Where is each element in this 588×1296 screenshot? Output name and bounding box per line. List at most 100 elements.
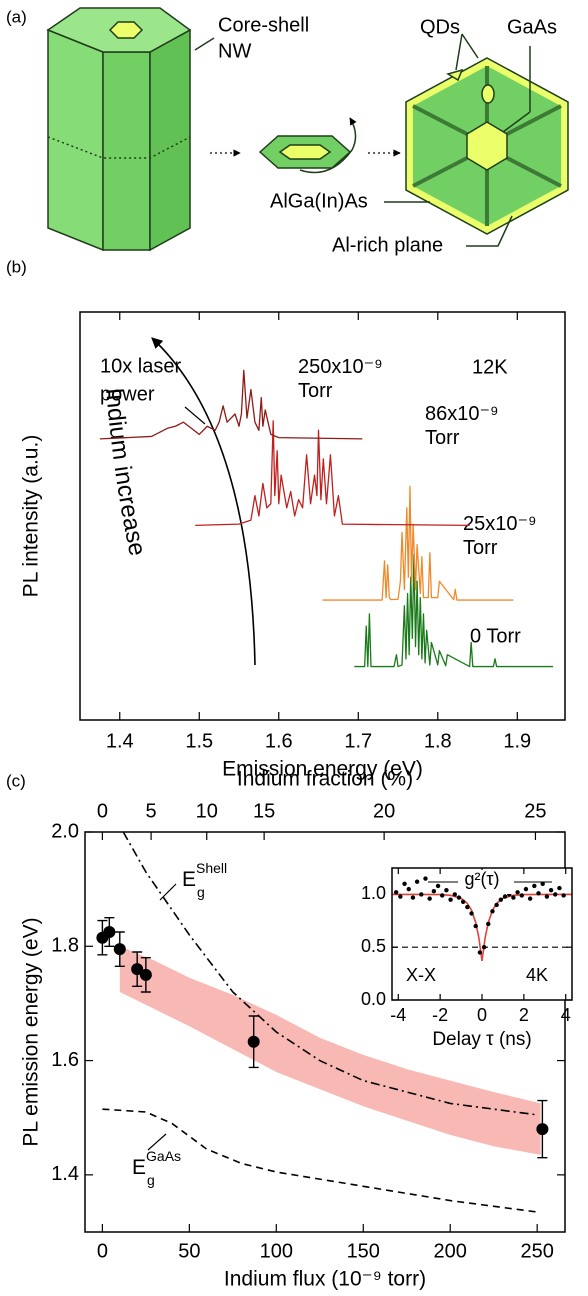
- series-label-line: 25x10⁻⁹: [463, 513, 542, 535]
- data-point: [523, 886, 529, 892]
- data-point: [553, 892, 558, 897]
- x-tick-label: 1.4: [106, 730, 134, 752]
- y-tick-label: 2.0: [51, 820, 79, 842]
- x-tick-label: 1.5: [185, 730, 213, 752]
- model-curve: [102, 1108, 538, 1213]
- data-point: [469, 911, 474, 916]
- x2-axis-title: Indium fraction (%): [237, 768, 413, 791]
- uncertainty-band: [119, 946, 541, 1155]
- y-tick-label: 1.6: [51, 1049, 79, 1071]
- data-point: [452, 892, 457, 897]
- annotation: 4K: [526, 965, 548, 985]
- x-tick-label: 1.7: [344, 730, 372, 752]
- data-point: [557, 885, 562, 891]
- series-label: 25x10⁻⁹ Torr: [463, 513, 542, 559]
- data-point: [473, 923, 478, 929]
- rotate-arrow: [299, 117, 357, 174]
- plot-frame: [84, 831, 566, 1233]
- data-point: [444, 887, 449, 893]
- data-point: [477, 950, 483, 955]
- series-label-line: 250x10⁻⁹: [298, 356, 388, 378]
- y-tick-label: 0.5: [361, 936, 386, 956]
- data-point: [494, 902, 499, 908]
- series-label-line: Torr: [298, 380, 333, 402]
- spectrum: [195, 420, 470, 527]
- prism-face: [149, 28, 191, 252]
- x-tick-label: 250: [520, 1240, 553, 1262]
- data-point: [544, 894, 550, 899]
- label: NW: [218, 40, 251, 62]
- y-tick-label: 1.0: [361, 883, 386, 903]
- data-point: [423, 876, 428, 881]
- annotation: 10x laser: [100, 355, 181, 377]
- data-point: [515, 890, 520, 895]
- leader: [461, 33, 479, 59]
- model-curve: [122, 831, 538, 1116]
- x-tick-label: 1.9: [503, 730, 531, 752]
- y-axis-title: PL emission energy (eV): [20, 917, 43, 1146]
- data-point: [481, 945, 487, 950]
- annotation: X-X: [406, 965, 436, 985]
- data-point: [393, 890, 399, 895]
- data-point: [139, 968, 152, 981]
- leader: [194, 37, 215, 51]
- data-point: [440, 893, 445, 898]
- prism-face: [102, 51, 151, 251]
- arrow-label: Indium increase: [100, 387, 151, 558]
- curve-label: EShell g: [182, 860, 227, 900]
- data-point: [527, 896, 533, 901]
- data-point: [398, 894, 403, 899]
- series-label: 250x10⁻⁹ Torr: [298, 356, 388, 402]
- data-point: [465, 904, 470, 910]
- x-tick-label: 150: [347, 1240, 380, 1262]
- x2-tick-label: 5: [146, 800, 157, 822]
- series-label: 0 Torr: [470, 625, 521, 647]
- data-point: [435, 883, 441, 889]
- data-point: [419, 892, 424, 897]
- prism-face: [47, 28, 104, 252]
- data-point: [247, 1035, 260, 1048]
- data-point: [548, 887, 554, 893]
- label: GaAs: [507, 16, 557, 38]
- label: AlGa(In)As: [270, 190, 368, 212]
- leader: [159, 883, 177, 901]
- x-axis-title: Indium flux (10⁻⁹ torr): [224, 1268, 426, 1291]
- series-label-line: 86x10⁻⁹: [425, 403, 504, 425]
- qd: [446, 68, 464, 82]
- data-point: [519, 893, 524, 898]
- curve-label-base: E: [182, 868, 196, 891]
- data-point: [486, 921, 491, 927]
- x-tick-label: -2: [432, 1005, 448, 1025]
- y-axis-title: PL intensity (a.u.): [20, 435, 43, 598]
- arrow-label-path: Indium increase: [100, 387, 151, 558]
- panel-label: (a): [6, 7, 27, 26]
- x-axis-title: Delay τ (ns): [432, 1029, 531, 1050]
- spectrum: [354, 553, 554, 668]
- label: Al-rich plane: [332, 234, 443, 256]
- core: [108, 21, 144, 39]
- x2-tick-label: 25: [524, 800, 546, 822]
- slice-core: [278, 144, 332, 160]
- x2-tick-label: 0: [97, 800, 108, 822]
- label: QDs: [420, 16, 460, 38]
- x2-tick-label: 15: [253, 800, 275, 822]
- gaas-core: [466, 121, 508, 171]
- x-tick-label: 2: [519, 1005, 529, 1025]
- y-tick-label: 0.0: [361, 989, 386, 1009]
- spectrum: [99, 369, 363, 440]
- data-point: [498, 897, 504, 902]
- x-tick-label: 4: [561, 1005, 571, 1025]
- indium-arrow: [151, 337, 256, 666]
- data-point: [410, 895, 416, 900]
- data-point: [402, 881, 407, 887]
- data-point: [532, 883, 537, 889]
- curve-label-base: E: [132, 1156, 146, 1179]
- leader: [455, 33, 463, 71]
- curve-label: EGaAs g: [132, 1148, 181, 1188]
- curve-label-sup: Shell: [196, 860, 227, 876]
- data-point: [456, 895, 462, 900]
- leader: [502, 111, 531, 133]
- x-tick-label: 200: [434, 1240, 467, 1262]
